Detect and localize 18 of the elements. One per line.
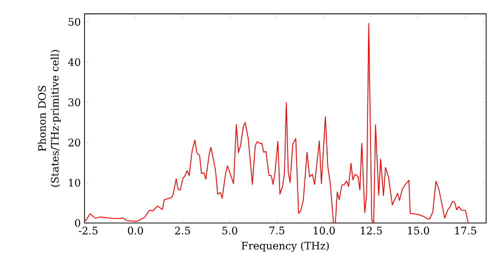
- x-tick-label: 15.0: [408, 226, 430, 234]
- x-axis-title: Frequency (THz): [242, 241, 329, 252]
- x-tick-label: 2.5: [175, 226, 190, 234]
- x-tick-label: 12.5: [360, 226, 382, 234]
- y-tick-label: 30: [68, 98, 80, 106]
- x-tick-label: 0.0: [128, 226, 143, 234]
- x-tick-label: 10.0: [314, 226, 335, 234]
- y-tick-label: 40: [68, 58, 80, 66]
- y-tick-label: 0: [75, 218, 80, 227]
- x-tick-label: 5.0: [222, 226, 238, 234]
- line-series: [84, 22, 469, 223]
- y-tick-label: 20: [68, 138, 80, 146]
- y-tick-label: 10: [69, 178, 80, 187]
- x-tick-label: -2.5: [78, 226, 98, 234]
- x-tick-label: 17.5: [455, 226, 476, 234]
- y-tick-label: 50: [68, 18, 80, 26]
- x-tick-label: 7.5: [270, 226, 284, 234]
- y-axis-title: Phonon DOS (States/THz·primitive cell): [38, 50, 61, 187]
